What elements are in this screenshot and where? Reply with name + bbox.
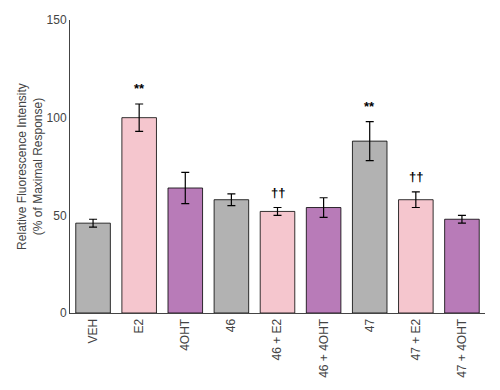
svg-text:46 + E2: 46 + E2 xyxy=(270,318,284,360)
svg-text:E2: E2 xyxy=(132,318,146,333)
svg-text:**: ** xyxy=(364,99,375,114)
svg-text:150: 150 xyxy=(47,13,67,27)
svg-text:VEH: VEH xyxy=(86,319,100,344)
svg-text:††: †† xyxy=(271,185,285,200)
svg-text:4OHT: 4OHT xyxy=(178,318,192,351)
svg-text:100: 100 xyxy=(47,111,67,125)
svg-text:47: 47 xyxy=(363,318,377,332)
svg-text:50: 50 xyxy=(53,209,67,223)
svg-text:Relative Fluorescence Intensit: Relative Fluorescence Intensity(% of Max… xyxy=(15,83,45,250)
svg-text:0: 0 xyxy=(60,306,67,320)
svg-text:††: †† xyxy=(409,169,423,184)
svg-text:46 + 4OHT: 46 + 4OHT xyxy=(317,318,331,378)
svg-text:46: 46 xyxy=(224,318,238,332)
svg-text:47 + 4OHT: 47 + 4OHT xyxy=(455,318,469,378)
svg-text:47 + E2: 47 + E2 xyxy=(409,318,423,360)
svg-text:**: ** xyxy=(134,81,145,96)
